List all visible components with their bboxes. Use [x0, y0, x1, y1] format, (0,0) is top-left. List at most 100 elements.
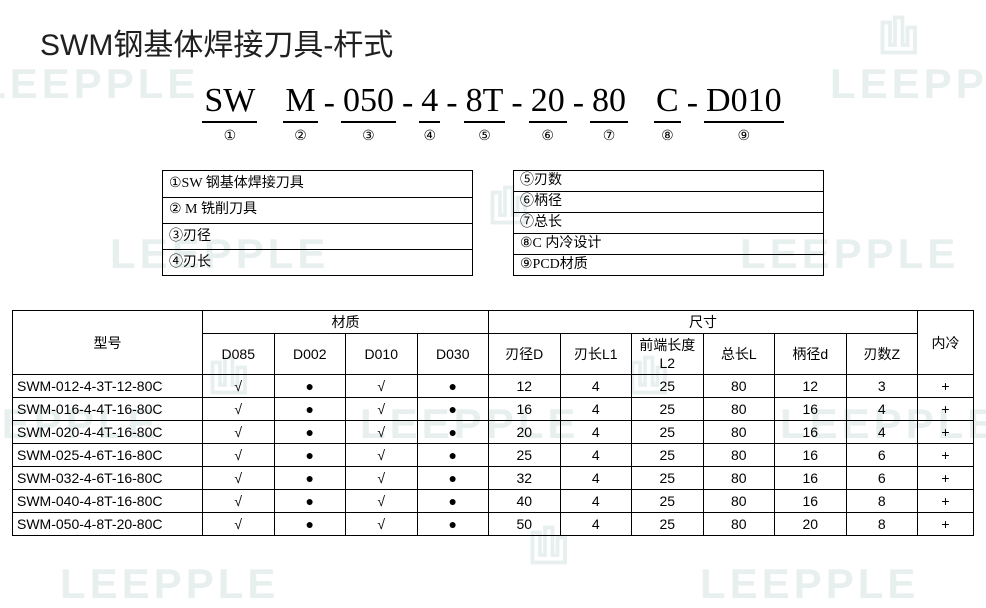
cell-dimension: 4 — [560, 421, 632, 444]
cell-dimension: 25 — [632, 398, 704, 421]
code-separator: - — [444, 84, 459, 144]
code-segment-number: ⑨ — [738, 123, 751, 144]
cell-material: ● — [417, 421, 489, 444]
cell-dimension: 4 — [560, 513, 632, 536]
cell-material: ● — [417, 444, 489, 467]
cell-material: ● — [417, 490, 489, 513]
cell-material: √ — [346, 375, 418, 398]
cell-dimension: 16 — [775, 398, 847, 421]
cell-material: ● — [417, 513, 489, 536]
table-row: SWM-016-4-4T-16-80C√●√●1642580164+ — [13, 398, 974, 421]
watermark-text: LEEPPLE — [60, 560, 279, 608]
cell-dimension: 25 — [632, 467, 704, 490]
cell-dimension: 80 — [703, 467, 775, 490]
cell-dimension: 16 — [775, 467, 847, 490]
code-segment: M② — [283, 82, 317, 144]
legend-table-left: ①SW 钢基体焊接刀具② M 铣削刀具③刃径④刃长 — [162, 170, 473, 276]
cell-dimension: 25 — [489, 444, 561, 467]
cell-dimension: 80 — [703, 398, 775, 421]
cell-dimension: 80 — [703, 421, 775, 444]
code-segment-number: ③ — [362, 123, 375, 144]
legend-table-right: ⑤刃数⑥柄径⑦总长⑧C 内冷设计⑨PCD材质 — [513, 170, 824, 276]
cell-model: SWM-032-4-6T-16-80C — [13, 467, 203, 490]
cell-dimension: 32 — [489, 467, 561, 490]
cell-dimension: 4 — [560, 398, 632, 421]
cell-dimension: 16 — [489, 398, 561, 421]
cell-dimension: 4 — [560, 490, 632, 513]
cell-material: √ — [203, 375, 275, 398]
table-row: SWM-040-4-8T-16-80C√●√●4042580168+ — [13, 490, 974, 513]
code-segment-text: M — [283, 82, 317, 123]
cell-dimension: 8 — [846, 490, 918, 513]
cell-cooling: + — [918, 421, 974, 444]
cell-dimension: 25 — [632, 375, 704, 398]
code-segment-number: ④ — [423, 123, 436, 144]
legend-cell: ⑧C 内冷设计 — [514, 234, 824, 255]
cell-dimension: 16 — [775, 421, 847, 444]
cell-material: √ — [203, 490, 275, 513]
code-segment-number: ① — [224, 123, 237, 144]
cell-dimension: 80 — [703, 513, 775, 536]
cell-cooling: + — [918, 444, 974, 467]
cell-dimension: 50 — [489, 513, 561, 536]
code-segment: 80⑦ — [590, 82, 628, 144]
cell-material: ● — [274, 513, 346, 536]
col-header-cooling: 内冷 — [918, 311, 974, 375]
code-segment-text: 050 — [341, 82, 396, 123]
cell-material: √ — [203, 421, 275, 444]
col-header-material: D010 — [346, 334, 418, 375]
cell-dimension: 25 — [632, 490, 704, 513]
cell-material: √ — [346, 444, 418, 467]
cell-dimension: 25 — [632, 421, 704, 444]
table-row: SWM-020-4-4T-16-80C√●√●2042580164+ — [13, 421, 974, 444]
cell-model: SWM-025-4-6T-16-80C — [13, 444, 203, 467]
cell-material: ● — [274, 444, 346, 467]
legend-cell: ⑤刃数 — [514, 171, 824, 192]
col-group-material: 材质 — [203, 311, 489, 334]
legend-cell: ② M 铣削刀具 — [163, 197, 473, 223]
cell-dimension: 20 — [775, 513, 847, 536]
legend-cell: ⑨PCD材质 — [514, 255, 824, 276]
cell-dimension: 16 — [775, 490, 847, 513]
code-segment-text: 20 — [529, 82, 567, 123]
legend-cell: ④刃长 — [163, 250, 473, 276]
table-row: SWM-025-4-6T-16-80C√●√●2542580166+ — [13, 444, 974, 467]
cell-model: SWM-020-4-4T-16-80C — [13, 421, 203, 444]
code-segment-number: ⑦ — [603, 123, 616, 144]
cell-material: ● — [274, 398, 346, 421]
cell-material: ● — [417, 375, 489, 398]
code-separator: - — [685, 84, 700, 144]
cell-material: √ — [203, 467, 275, 490]
table-row: SWM-012-4-3T-12-80C√●√●1242580123+ — [13, 375, 974, 398]
col-header-dimension: 总长L — [703, 334, 775, 375]
cell-dimension: 80 — [703, 490, 775, 513]
cell-dimension: 25 — [632, 444, 704, 467]
legend-cell: ⑦总长 — [514, 213, 824, 234]
page-title: SWM钢基体焊接刀具-杆式 — [0, 0, 986, 64]
col-header-material: D030 — [417, 334, 489, 375]
cell-dimension: 4 — [560, 375, 632, 398]
cell-material: √ — [203, 513, 275, 536]
cell-material: √ — [346, 421, 418, 444]
col-header-model: 型号 — [13, 311, 203, 375]
col-header-material: D002 — [274, 334, 346, 375]
cell-dimension: 8 — [846, 513, 918, 536]
cell-cooling: + — [918, 490, 974, 513]
code-segment-text: C — [654, 82, 681, 123]
code-segment-number: ② — [294, 123, 307, 144]
col-header-dimension: 刃径D — [489, 334, 561, 375]
cell-material: ● — [274, 375, 346, 398]
col-header-dimension: 柄径d — [775, 334, 847, 375]
code-segment: 050③ — [341, 82, 396, 144]
cell-cooling: + — [918, 467, 974, 490]
cell-material: ● — [274, 467, 346, 490]
cell-dimension: 6 — [846, 444, 918, 467]
col-header-dimension: 刃长L1 — [560, 334, 632, 375]
watermark-text: LEEPPLE — [700, 560, 919, 608]
cell-model: SWM-016-4-4T-16-80C — [13, 398, 203, 421]
cell-dimension: 3 — [846, 375, 918, 398]
cell-dimension: 20 — [489, 421, 561, 444]
code-segment: D010⑨ — [704, 82, 784, 144]
legend-cell: ①SW 钢基体焊接刀具 — [163, 171, 473, 197]
table-row: SWM-032-4-6T-16-80C√●√●3242580166+ — [13, 467, 974, 490]
